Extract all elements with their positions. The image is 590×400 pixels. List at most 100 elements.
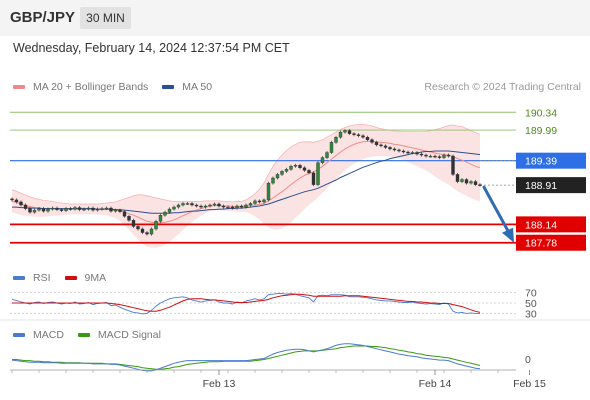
last-price-label: 188.91: [525, 180, 557, 192]
candle: [257, 199, 262, 204]
candle: [392, 147, 397, 152]
candle: [163, 210, 167, 217]
ma50-swatch-icon: [162, 85, 175, 89]
legend-bollinger: MA 20 + Bollinger Bands: [13, 81, 148, 93]
candle: [320, 156, 325, 165]
candle: [77, 206, 82, 212]
candle-body: [419, 153, 424, 156]
candle: [266, 181, 271, 202]
candle-body: [253, 200, 257, 204]
candle-body: [185, 203, 190, 205]
candle-body: [77, 207, 82, 210]
level-label-3: 188.14: [525, 219, 557, 231]
candle: [194, 203, 199, 208]
candle-body: [275, 174, 280, 179]
candle-body: [383, 145, 388, 148]
candle: [208, 203, 212, 208]
legend-macd-label: MACD: [33, 329, 64, 341]
chart-datetime: Wednesday, February 14, 2024 12:37:54 PM…: [13, 41, 290, 55]
legend-bollinger-label: MA 20 + Bollinger Bands: [33, 81, 149, 93]
candle: [446, 153, 451, 158]
candle: [149, 227, 154, 236]
level-label-2: 189.39: [525, 156, 557, 168]
candle-body: [280, 171, 284, 175]
candle-body: [361, 135, 365, 138]
candle: [181, 201, 185, 207]
candle-body: [221, 205, 226, 208]
legend-macd-signal: MACD Signal: [77, 329, 161, 341]
candle-body: [379, 144, 383, 147]
candle: [185, 201, 190, 206]
candle: [46, 207, 50, 213]
candle: [316, 161, 320, 187]
candle-body: [433, 155, 437, 158]
candle: [217, 202, 221, 208]
candle-body: [478, 184, 482, 186]
candle-body: [181, 203, 185, 206]
candle-body: [325, 152, 329, 158]
rsi-tick-label: 30: [525, 308, 537, 320]
candle-body: [455, 174, 460, 182]
legend-rsi: RSI: [13, 272, 51, 284]
candle-body: [46, 208, 50, 212]
legend-ma50: MA 50: [162, 81, 212, 93]
candle-body: [460, 179, 464, 182]
macd-line: [11, 343, 481, 372]
candle: [244, 203, 248, 209]
candle-body: [59, 209, 64, 211]
candle-body: [158, 215, 163, 222]
candle-body: [352, 133, 356, 135]
candle: [262, 198, 266, 204]
candle: [469, 180, 473, 185]
candle: [154, 219, 158, 231]
candle: [410, 150, 415, 155]
candle-body: [239, 205, 244, 208]
candle: [293, 163, 298, 168]
candle-body: [293, 165, 298, 167]
candle-body: [140, 228, 145, 233]
level-tag-2: [516, 152, 586, 169]
credit-text: Research © 2024 Trading Central: [424, 81, 581, 93]
candle: [289, 164, 293, 171]
candle-body: [86, 207, 91, 210]
candle: [397, 148, 401, 153]
candle: [235, 204, 239, 210]
candle-body: [73, 207, 77, 210]
candle: [383, 144, 388, 149]
candle: [460, 178, 464, 184]
candle: [230, 205, 235, 210]
candle: [226, 205, 230, 209]
candle-body: [446, 154, 451, 157]
candle-body: [311, 172, 316, 185]
candle-body: [338, 131, 343, 138]
candle-body: [257, 200, 262, 203]
candle-body: [392, 148, 397, 151]
candle: [91, 206, 95, 212]
candle-body: [91, 207, 95, 211]
macd-signal-line: [12, 345, 481, 370]
candle-body: [406, 151, 410, 154]
candle: [37, 207, 41, 212]
candle-body: [145, 232, 149, 235]
candle-body: [10, 198, 14, 201]
candle-body: [23, 204, 28, 209]
candle: [478, 183, 482, 187]
candle: [100, 207, 104, 211]
candle: [68, 207, 73, 211]
candle: [113, 208, 118, 213]
candle: [248, 201, 253, 207]
time-axis: Feb 13 Feb 14 Feb 15: [10, 369, 546, 390]
candle-body: [154, 221, 158, 230]
legend-macd: MACD: [13, 329, 64, 341]
candle-body: [424, 154, 428, 157]
candle-body: [442, 154, 446, 158]
forecast-arrow-head: [502, 227, 514, 243]
candle: [284, 167, 289, 173]
candle-body: [176, 204, 181, 208]
candle: [424, 153, 428, 158]
timeframe-button[interactable]: 30 MIN: [80, 7, 131, 29]
date-tick-label: Feb 13: [203, 378, 236, 390]
candle: [388, 145, 392, 151]
legend-ma50-label: MA 50: [182, 81, 213, 93]
